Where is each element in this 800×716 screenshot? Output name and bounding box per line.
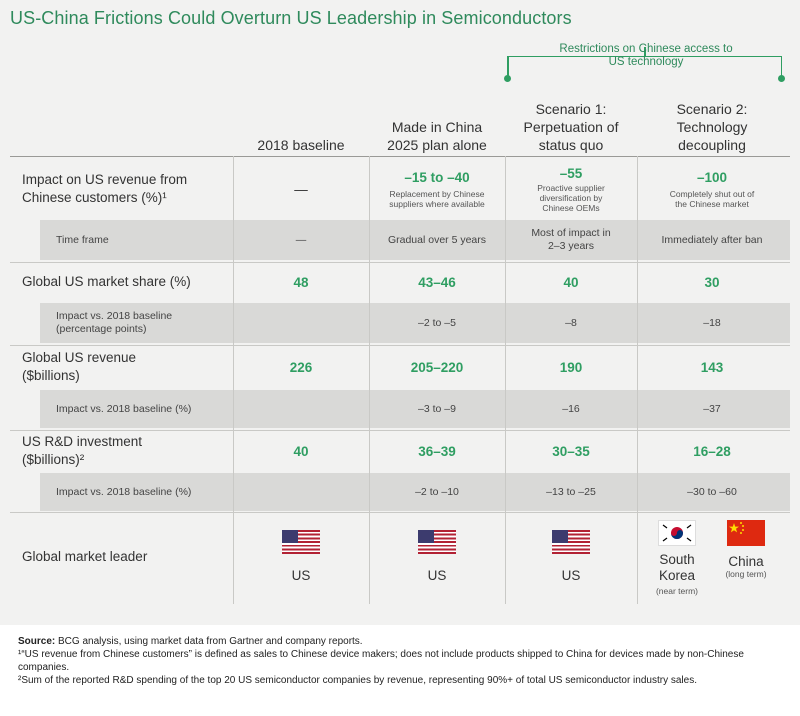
cell-market-share-impact-mic: –2 to –5 <box>418 316 456 329</box>
divider <box>10 430 790 431</box>
cell-time-frame-baseline: — <box>295 233 307 246</box>
cell-revenue-impact-mic: –3 to –9 <box>418 402 456 415</box>
cell-leader-baseline: US <box>233 530 369 590</box>
col-header-scenario-1: Scenario 1: Perpetuation of status quo <box>523 101 619 153</box>
source-label: Source: <box>18 636 56 647</box>
divider <box>10 345 790 346</box>
col-header-made-in-china: Made in China 2025 plan alone <box>387 119 487 153</box>
col-header-scenario-2: Scenario 2: Technology decoupling <box>676 101 748 153</box>
restrictions-label: Restrictions on Chinese access to US tec… <box>559 43 733 68</box>
cell-rnd-impact-s1: –13 to –25 <box>546 485 596 498</box>
cell-impact-revenue-mic: –15 to –40 Replacement by Chinese supplie… <box>389 169 485 209</box>
cell-market-share-s1: 40 <box>563 274 579 290</box>
cell-revenue-impact-s1: –16 <box>562 402 580 415</box>
cell-leader-s2-china: China (long term) <box>713 520 779 602</box>
us-flag-icon <box>552 530 590 554</box>
cell-rnd-s1: 30–35 <box>552 443 590 459</box>
cell-revenue-impact-s2: –37 <box>703 402 721 415</box>
cell-impact-revenue-s1: –55 Proactive supplier diversification by… <box>537 165 605 213</box>
subrow-share-impact-bg <box>40 303 790 343</box>
china-flag-icon <box>727 520 765 546</box>
row-label-market-share-impact: Impact vs. 2018 baseline (percentage poin… <box>56 310 173 335</box>
south-korea-flag-icon <box>658 520 696 546</box>
cell-impact-revenue-s2: –100 Completely shut out of the Chinese m… <box>669 169 755 209</box>
divider <box>10 156 790 157</box>
cell-impact-revenue-baseline: — <box>294 181 308 197</box>
cell-market-share-baseline: 48 <box>293 274 309 290</box>
subrow-time-frame-bg <box>40 220 790 260</box>
cell-market-share-impact-s1: –8 <box>565 316 577 329</box>
row-label-rnd-impact: Impact vs. 2018 baseline (%) <box>56 485 192 498</box>
footnote-2: ²Sum of the reported R&D spending of the… <box>18 675 697 686</box>
row-label-rnd: US R&D investment ($billions)² <box>22 434 143 467</box>
cell-rnd-s2: 16–28 <box>693 443 731 459</box>
cell-revenue-mic: 205–220 <box>410 359 464 375</box>
column-divider <box>637 156 638 604</box>
row-label-revenue-impact: Impact vs. 2018 baseline (%) <box>56 402 192 415</box>
us-flag-icon <box>418 530 456 554</box>
footnotes: Source: BCG analysis, using market data … <box>0 625 800 716</box>
cell-rnd-impact-s2: –30 to –60 <box>687 485 737 498</box>
restrictions-bracket <box>504 47 785 82</box>
column-divider <box>233 156 234 604</box>
row-label-revenue: Global US revenue ($billions) <box>22 350 137 383</box>
cell-leader-mic: US <box>369 530 505 590</box>
cell-revenue-baseline: 226 <box>289 359 313 375</box>
us-flag-icon <box>282 530 320 554</box>
subrow-rnd-impact-bg <box>40 473 790 511</box>
column-divider <box>369 156 370 604</box>
cell-market-share-mic: 43–46 <box>418 274 456 290</box>
page-title: US-China Frictions Could Overturn US Lea… <box>10 8 572 28</box>
row-label-time-frame: Time frame <box>56 233 109 246</box>
cell-market-share-s2: 30 <box>704 274 720 290</box>
col-header-baseline: 2018 baseline <box>257 137 345 153</box>
cell-time-frame-mic: Gradual over 5 years <box>387 233 487 246</box>
column-divider <box>505 156 506 604</box>
row-label-market-leader: Global market leader <box>22 549 148 564</box>
cell-market-share-impact-s2: –18 <box>703 316 721 329</box>
cell-leader-s2-korea: South Korea (near term) <box>645 520 709 602</box>
subrow-revenue-impact-bg <box>40 390 790 428</box>
row-label-market-share: Global US market share (%) <box>22 274 191 289</box>
cell-rnd-impact-mic: –2 to –10 <box>415 485 459 498</box>
cell-time-frame-s2: Immediately after ban <box>661 233 763 246</box>
source-text: BCG analysis, using market data from Gar… <box>55 636 363 647</box>
cell-rnd-mic: 36–39 <box>418 443 456 459</box>
row-label-impact-revenue: Impact on US revenue from Chinese custome… <box>22 172 188 205</box>
cell-revenue-s1: 190 <box>559 359 583 375</box>
cell-revenue-s2: 143 <box>700 359 724 375</box>
cell-leader-s1: US <box>505 530 637 590</box>
footnote-1: ¹“US revenue from Chinese customers” is … <box>18 649 744 673</box>
divider <box>10 262 790 263</box>
divider <box>10 512 790 513</box>
cell-rnd-baseline: 40 <box>293 443 309 459</box>
cell-time-frame-s1: Most of impact in 2–3 years <box>531 227 611 252</box>
